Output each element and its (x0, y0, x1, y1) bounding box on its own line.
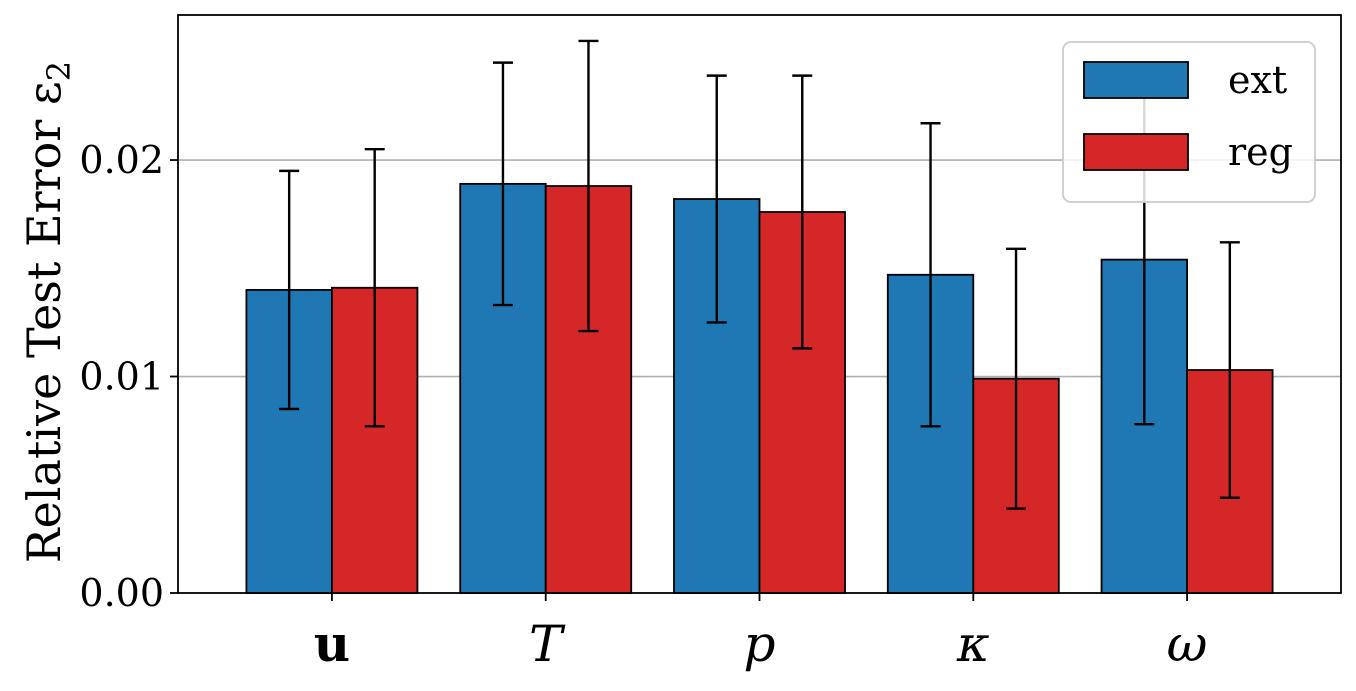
error-bar-ext-3 (920, 122, 941, 428)
error-bar-ext-1 (492, 61, 513, 307)
legend-swatch-ext (1083, 61, 1189, 99)
bars (245, 182, 1274, 594)
legend-swatch-reg (1083, 133, 1189, 171)
y-tick-label-1: 0.01 (79, 355, 164, 399)
y-tick-label-0: 0.00 (79, 571, 164, 615)
legend: ext reg (1062, 41, 1316, 203)
error-bar-reg-3 (1006, 247, 1027, 510)
x-tick-label-1: T (529, 615, 566, 673)
error-bar-reg-0 (364, 148, 385, 428)
y-tick-label-2: 0.02 (79, 138, 164, 182)
error-bar-ext-0 (279, 169, 300, 411)
y-axis-label-subscript: 2 (40, 61, 78, 81)
y-axis-label-text: Relative Test Error ε (17, 81, 71, 563)
y-axis-label: Relative Test Error ε2 (17, 61, 78, 563)
x-tick-label-2: p (743, 615, 775, 673)
x-tick-label-0: u (314, 614, 350, 673)
x-tick-label-4: ω (1167, 615, 1208, 673)
legend-entry-ext: ext (1083, 58, 1287, 102)
legend-label-reg: reg (1228, 130, 1293, 174)
x-tick-label-3: κ (956, 615, 990, 673)
error-bar-reg-4 (1219, 241, 1240, 499)
error-bar-reg-2 (792, 74, 813, 350)
legend-entry-reg: reg (1083, 130, 1293, 174)
error-bar-ext-2 (706, 74, 727, 324)
error-bar-reg-1 (578, 39, 599, 333)
legend-label-ext: ext (1228, 58, 1287, 102)
